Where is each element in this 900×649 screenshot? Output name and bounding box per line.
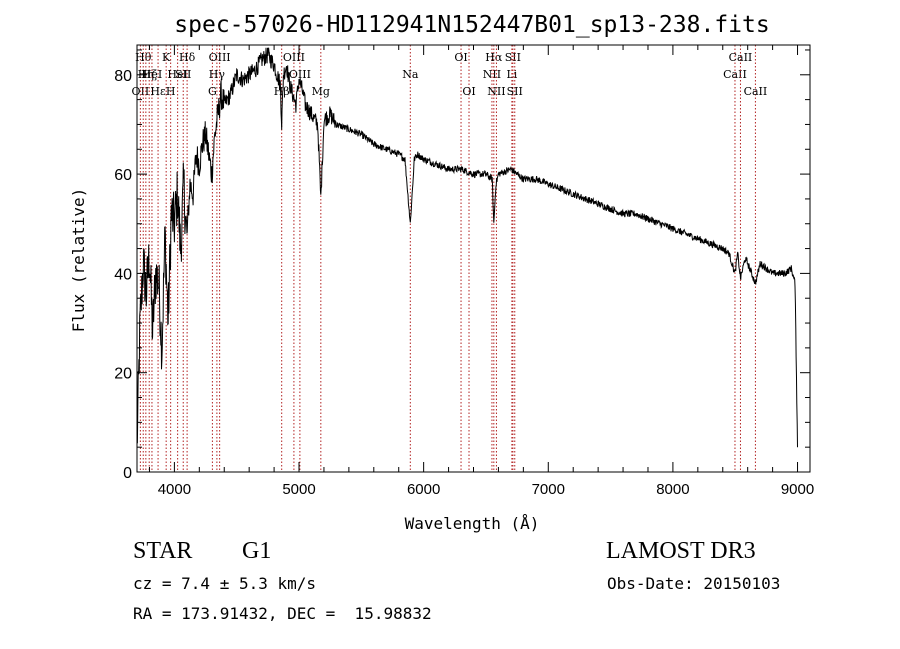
coordinates-readout: RA = 173.91432, DEC = 15.98832: [133, 604, 432, 623]
line-marker-label: HeI: [142, 68, 162, 81]
redshift-readout: cz = 7.4 ± 5.3 km/s: [133, 574, 317, 593]
chart-title: spec-57026-HD112941N152447B01_sp13-238.f…: [174, 12, 769, 38]
plot-axes: 4000 5000 6000 7000 8000 9000 0 20 40 60 80: [114, 44, 814, 498]
y-tick-label: 0: [123, 465, 132, 482]
y-tick-label: 60: [114, 167, 132, 184]
line-marker-label: Hδ: [179, 51, 196, 64]
object-class: STAR: [133, 538, 193, 564]
line-marker-label: NII: [483, 68, 501, 81]
obs-date: Obs-Date: 20150103: [607, 574, 781, 593]
line-marker-label: Mg: [312, 85, 330, 98]
line-marker-label: Li: [506, 68, 517, 81]
line-marker-label: Na: [402, 68, 419, 81]
line-marker-label: G: [208, 85, 217, 98]
line-marker-label: SII: [505, 51, 521, 64]
survey-name: LAMOST DR3: [606, 538, 756, 564]
x-tick-label: 6000: [407, 481, 440, 498]
y-tick-label: 80: [114, 68, 132, 85]
line-marker-label: H: [166, 85, 176, 98]
line-marker-label: Hζ: [141, 68, 157, 81]
x-tick-label: 5000: [282, 481, 315, 498]
line-marker-label: CaII: [723, 68, 747, 81]
spectrum-line: [136, 47, 798, 448]
line-marker-label: Hθ: [135, 51, 152, 64]
spectrum-layer: [136, 47, 798, 448]
y-axis-label: Flux (relative): [69, 188, 88, 333]
object-subclass: G1: [242, 538, 272, 564]
line-marker-label: CaII: [744, 85, 768, 98]
line-marker-label: OIII: [209, 51, 231, 64]
line-marker-label: OI: [454, 51, 467, 64]
x-axis-label: Wavelength (Å): [405, 514, 540, 533]
line-marker-label: SII: [175, 68, 191, 81]
line-marker-label: SII: [507, 85, 523, 98]
line-marker-label: OII: [132, 85, 150, 98]
x-tick-label: 9000: [781, 481, 814, 498]
line-marker-label: NII: [487, 85, 505, 98]
x-tick-label: 7000: [532, 481, 565, 498]
line-marker-label: CaII: [729, 51, 753, 64]
plot-frame: [136, 44, 811, 473]
line-marker-label: Hα: [485, 51, 503, 64]
line-marker-label: OIII: [283, 51, 305, 64]
x-tick-label: 4000: [158, 481, 191, 498]
line-marker-label: Hγ: [209, 68, 226, 81]
line-marker-label: OIII: [289, 68, 311, 81]
line-marker-label: K: [162, 51, 171, 64]
line-marker-label: Hε: [150, 85, 166, 98]
x-tick-label: 8000: [656, 481, 689, 498]
line-marker-label: Hβ: [274, 85, 290, 98]
emission-line-markers: OIIHθHηHζHeIHεKHHeISIIHδGHγOIIIHβOIIIOII…: [132, 45, 768, 472]
line-marker-label: OI: [462, 85, 475, 98]
y-tick-label: 40: [114, 266, 132, 283]
y-tick-label: 20: [114, 366, 132, 383]
